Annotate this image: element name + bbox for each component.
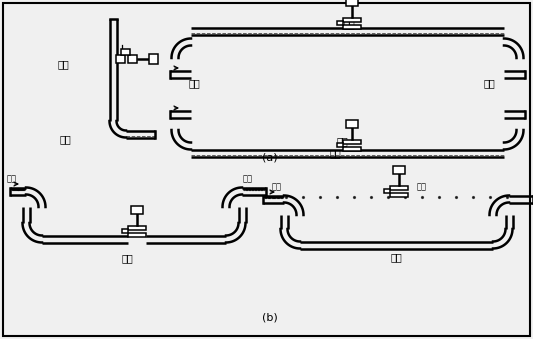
Bar xyxy=(390,185,408,190)
Text: 气泡: 气泡 xyxy=(7,174,17,183)
Bar xyxy=(346,0,358,5)
Bar xyxy=(128,233,146,237)
Bar xyxy=(343,146,361,151)
Text: 液体: 液体 xyxy=(484,78,496,88)
Text: 气泡: 气泡 xyxy=(272,182,282,191)
Text: 液体: 液体 xyxy=(189,78,201,88)
Text: 错误: 错误 xyxy=(330,148,342,158)
Bar xyxy=(149,54,157,64)
Text: 液体: 液体 xyxy=(60,134,72,144)
Text: 正确: 正确 xyxy=(344,19,356,29)
Bar xyxy=(128,225,146,230)
Bar xyxy=(343,24,361,28)
Text: 气泡: 气泡 xyxy=(243,174,253,183)
Bar xyxy=(337,142,343,146)
Text: (a): (a) xyxy=(262,153,278,163)
Text: (b): (b) xyxy=(262,313,278,323)
Text: 正确: 正确 xyxy=(122,253,134,263)
Bar xyxy=(384,188,390,193)
Bar xyxy=(346,120,358,127)
Bar xyxy=(127,55,136,63)
Text: 液体: 液体 xyxy=(337,136,349,146)
Bar xyxy=(393,165,405,174)
Bar xyxy=(390,193,408,197)
Text: 气泡: 气泡 xyxy=(417,182,427,191)
Bar xyxy=(122,228,128,233)
Bar xyxy=(120,49,130,55)
Bar xyxy=(116,55,125,63)
Bar xyxy=(343,140,361,143)
Bar xyxy=(337,20,343,24)
Bar xyxy=(131,205,143,214)
Text: 错误: 错误 xyxy=(391,252,403,262)
Text: 正确: 正确 xyxy=(58,59,70,69)
Bar xyxy=(343,18,361,21)
